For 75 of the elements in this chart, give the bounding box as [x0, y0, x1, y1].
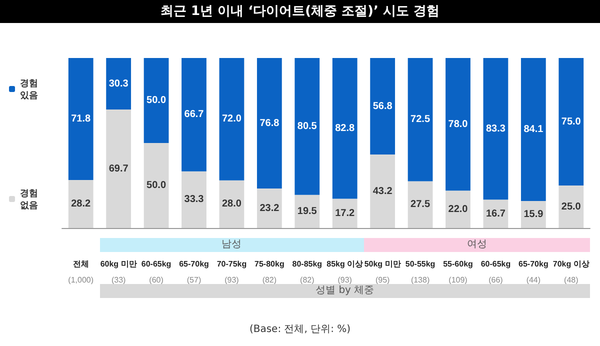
text: 남성 [100, 238, 364, 252]
data-label: 78.0 [448, 118, 468, 130]
text: 여성 [364, 238, 590, 252]
bar [294, 58, 320, 195]
bar [144, 143, 169, 228]
data-label: 27.5 [410, 199, 430, 210]
x-tick-label: 60-65kg (60) [141, 260, 172, 284]
x-tick-label: 55-60kg (109) [443, 260, 474, 284]
bar [256, 188, 282, 228]
data-label: 84.1 [524, 124, 544, 135]
bar [446, 58, 470, 191]
bar [219, 58, 244, 180]
data-label: 30.3 [108, 78, 129, 90]
data-label: 28.2 [71, 198, 92, 210]
x-tick-label: 85kg 이상 (93) [326, 260, 364, 284]
x-tick-label: 75-80kg (82) [254, 260, 284, 284]
bar [68, 180, 94, 228]
bar [106, 110, 132, 228]
bar [446, 190, 470, 228]
data-label: 19.5 [297, 206, 318, 217]
text: (Base: 전체, 단위: %) [248, 323, 352, 336]
bar [144, 58, 169, 143]
bar [332, 58, 358, 199]
x-tick-label: 60kg 미만 (33) [100, 260, 137, 284]
data-label: 33.3 [184, 194, 204, 206]
data-label: 56.8 [372, 100, 393, 112]
data-label: 76.8 [260, 118, 280, 129]
bar [294, 194, 320, 228]
data-label: 15.9 [524, 208, 544, 220]
data-label: 66.7 [184, 109, 204, 120]
bar [219, 180, 244, 228]
legend-label: 경험 없음 [20, 188, 38, 210]
data-label: 80.5 [297, 120, 318, 132]
data-label: 50.0 [146, 180, 166, 191]
data-label: 25.0 [561, 201, 582, 212]
text: 성별 by 체중 [100, 284, 590, 298]
chart-title: 최근 1년 이내 ‘다이어트(체중 조절)’ 시도 경험 [0, 0, 600, 23]
data-label: 83.3 [486, 123, 506, 134]
bar [558, 58, 584, 186]
x-tick-label: 60-65kg (66) [480, 260, 511, 284]
data-label: 50.0 [146, 95, 166, 106]
bar [332, 198, 358, 228]
bar [370, 154, 396, 228]
bar [520, 58, 546, 201]
data-label: 75.0 [561, 116, 582, 128]
x-tick-label: 70-75kg (93) [216, 260, 247, 284]
data-label: 23.2 [260, 202, 280, 214]
data-label: 72.5 [410, 114, 430, 126]
data-label: 22.0 [448, 204, 468, 215]
x-tick-label: 50kg 미만 (95) [364, 260, 401, 284]
data-label: 28.0 [222, 198, 242, 210]
x-tick-label: 전체 (1,000) [68, 260, 94, 284]
data-label: 69.7 [108, 163, 129, 174]
x-tick-label: 80-85kg (82) [292, 260, 322, 284]
data-label: 17.2 [335, 208, 356, 219]
bar [182, 58, 206, 172]
data-label: 72.0 [222, 114, 242, 125]
x-tick-label: 70kg 이상 (48) [552, 260, 590, 284]
bar [408, 181, 433, 228]
data-label: 43.2 [372, 186, 393, 197]
bar [370, 58, 396, 155]
data-label: 82.8 [335, 122, 356, 134]
x-tick-label: 65-70kg (57) [179, 260, 210, 284]
bar [483, 58, 508, 200]
bar [558, 186, 584, 228]
x-tick-label: 65-70kg (44) [518, 260, 548, 284]
data-label: 16.7 [486, 208, 506, 220]
bar [256, 58, 282, 189]
legend-label: 경험 있음 [20, 78, 38, 100]
bar [68, 58, 94, 180]
bar [408, 58, 433, 182]
bar [106, 58, 132, 110]
bar [182, 171, 206, 228]
data-label: 71.8 [71, 114, 92, 125]
x-tick-label: 50-55kg (138) [405, 260, 436, 284]
